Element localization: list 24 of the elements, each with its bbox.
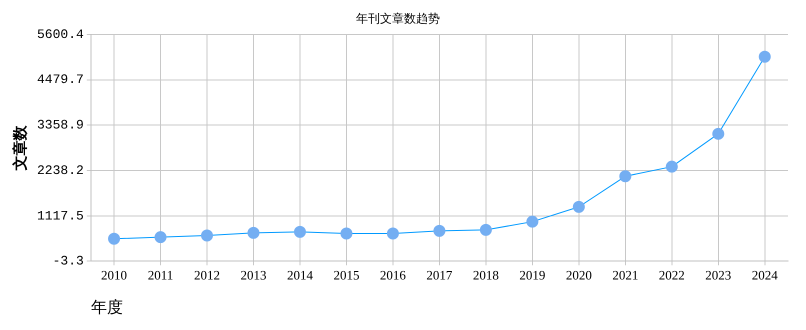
x-axis-title: 年度: [90, 298, 123, 317]
x-tick-label: 2020: [566, 267, 592, 282]
x-tick-label: 2011: [148, 267, 174, 282]
x-tick-label: 2019: [519, 267, 546, 282]
x-tick-label: 2024: [752, 267, 778, 282]
x-tick-label: 2018: [472, 267, 499, 282]
x-tick-label: 2021: [612, 267, 638, 282]
y-tick-label: 3358.9: [36, 118, 84, 133]
x-tick-label: 2015: [333, 267, 360, 282]
y-tick-label: 2238.2: [36, 162, 84, 178]
x-tick-label: 2014: [286, 267, 314, 282]
y-tick-label: 5600.4: [36, 26, 84, 42]
y-axis-title: 文章数: [10, 124, 29, 172]
x-tick-label: 2017: [426, 267, 453, 282]
chart-title: 年刊文章数趋势: [356, 11, 440, 26]
x-tick-label: 2010: [101, 267, 128, 282]
x-tick-label: 2016: [380, 267, 406, 282]
x-tick-label: 2023: [705, 267, 732, 282]
x-tick-label: 2012: [194, 267, 220, 282]
y-tick-label: 4479.7: [36, 72, 84, 88]
x-tick-label: 2013: [240, 267, 266, 282]
x-tick-label: 2022: [658, 267, 685, 282]
y-tick-label: 1117.5: [36, 208, 84, 224]
y-tick-label: -3.3: [52, 254, 84, 269]
